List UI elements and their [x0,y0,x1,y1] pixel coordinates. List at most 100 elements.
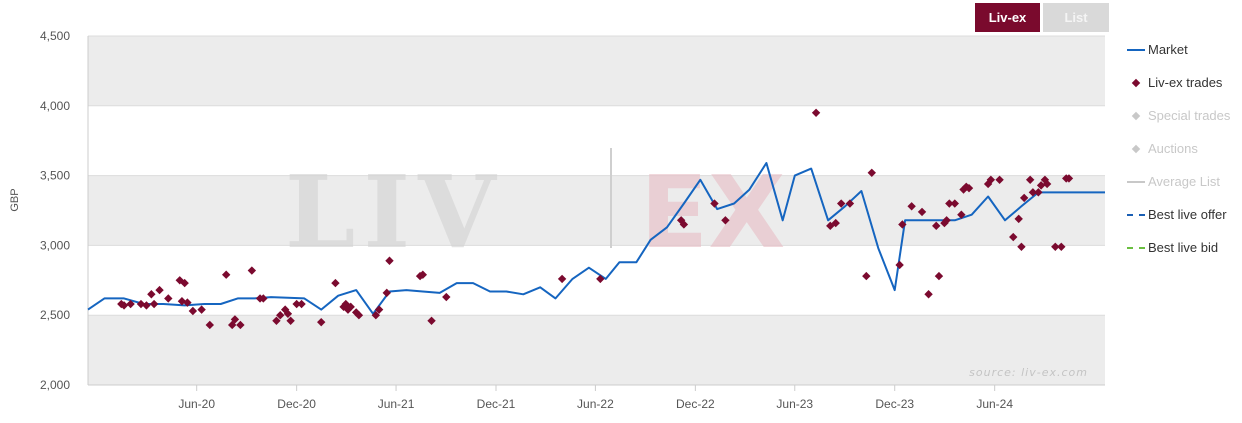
x-tick-label: Jun-21 [378,397,415,411]
trade-point [236,320,245,330]
trade-point [898,220,907,229]
trade-point [1019,193,1029,203]
trade-point [945,199,954,208]
watermark-ex: EX [640,154,785,271]
y-axis-ticks: 2,000 2,500 3,000 3,500 4,000 4,500 [40,29,70,392]
plot-band [88,36,1105,106]
trade-point [895,260,904,270]
diamond-icon [1124,142,1148,156]
legend-item-best-live-offer[interactable]: Best live offer [1124,198,1242,231]
x-tick-label: Jun-23 [776,397,813,411]
y-tick-label: 2,500 [40,308,70,322]
legend-item-auctions[interactable]: Auctions [1124,132,1242,165]
trade-point [197,305,206,314]
trade-point [1057,242,1066,251]
legend-label: Market [1148,42,1188,57]
x-tick-label: Dec-23 [875,397,914,411]
trade-point [164,294,173,303]
legend-label: Best live offer [1148,207,1227,222]
trade-point [596,274,605,284]
trade-point [1051,242,1060,251]
trade-point [175,276,184,285]
trade-point [283,309,293,319]
x-tick-label: Dec-21 [477,397,516,411]
trade-point [385,256,394,265]
trade-point [811,108,821,117]
trade-point [907,202,916,211]
trade-point [205,320,214,330]
trade-point [1036,181,1046,190]
trade-point [374,305,384,314]
trade-point [831,218,840,228]
line-icon [1124,175,1148,189]
trade-point [346,302,355,312]
y-tick-label: 3,500 [40,169,70,183]
trade-point [276,311,285,320]
trade-point [247,266,257,275]
legend-item-best-live-bid[interactable]: Best live bid [1124,231,1242,264]
trade-point [995,175,1004,184]
trade-point [442,292,451,302]
trade-point [836,199,846,208]
trade-point [924,290,933,299]
trade-point [1064,174,1074,183]
trade-point [230,315,240,324]
trade-point [964,183,974,193]
plot-bands [88,36,1105,385]
market-line [87,162,1105,315]
diamond-icon [1124,76,1148,90]
watermark-liv: LIV [285,153,504,271]
x-tick-label: Dec-22 [676,397,715,411]
trade-point [286,316,295,325]
trade-point [259,294,268,303]
trade-point [183,298,192,307]
trade-point [986,175,996,184]
trade-point [710,199,719,208]
legend-item-special-trades[interactable]: Special trades [1124,99,1242,132]
y-axis-label: GBP [9,188,21,211]
source-note: source: liv-ex.com [969,366,1088,379]
legend-label: Average List [1148,174,1221,189]
trade-point [292,299,301,309]
plot-band [88,175,1105,246]
trade-point [1009,232,1018,242]
trade-point [180,278,189,288]
trade-point [142,301,151,310]
legend-item-liv-ex-trades[interactable]: Liv-ex trades [1124,66,1242,99]
legend-item-market[interactable]: Market [1124,33,1242,66]
dashed-line-icon [1124,208,1148,222]
legend-item-average-list[interactable]: Average List [1124,165,1242,198]
list-toggle-button[interactable]: List [1043,3,1109,32]
axes [87,36,1105,386]
line-icon [1124,43,1148,57]
livex-toggle-button[interactable]: Liv-ex [975,3,1040,32]
plot-band [88,315,1105,385]
y-tick-label: 3,000 [40,238,70,252]
trade-point [126,299,135,309]
trade-point [427,316,436,325]
trade-point [1017,242,1026,251]
dashed-line-icon [1124,241,1148,255]
trade-point [957,210,966,219]
trade-point [679,220,689,229]
x-tick-label: Dec-20 [277,397,316,411]
x-tick-label: Jun-20 [178,397,215,411]
trade-point [297,299,306,309]
trade-point [1042,179,1052,189]
series-livex-trades [117,108,1074,330]
diamond-icon [1124,109,1148,123]
trade-point [1014,214,1023,224]
trade-point [1028,188,1038,197]
y-tick-label: 2,000 [40,378,70,392]
trade-point [354,311,364,320]
y-tick-label: 4,000 [40,99,70,113]
chart-legend: Market Liv-ex trades Special trades Auction… [1124,33,1242,264]
trade-point [119,301,129,310]
trade-point [867,168,876,178]
legend-label: Special trades [1148,108,1231,123]
trade-point [371,311,381,320]
liv-ex-watermark: LIV EX [285,148,785,271]
trade-point [826,221,835,231]
x-tick-label: Jun-22 [577,397,614,411]
